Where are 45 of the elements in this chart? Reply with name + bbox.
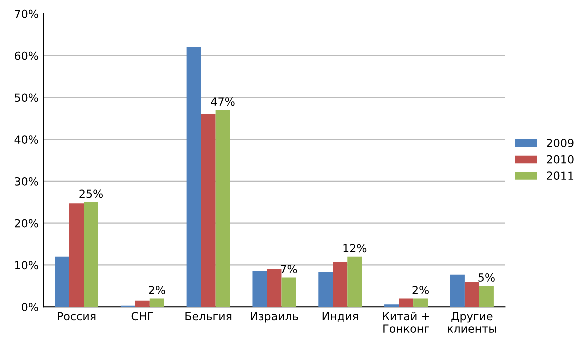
bar — [399, 298, 414, 308]
x-tick-label: Индия — [322, 312, 358, 322]
data-label: 47% — [211, 98, 235, 106]
y-tick-label: 20% — [15, 219, 38, 228]
bar — [479, 286, 494, 308]
bar — [333, 262, 348, 308]
x-tick-label: Израиль — [251, 312, 298, 323]
y-tick-label: 30% — [15, 177, 38, 186]
bar — [201, 114, 216, 308]
legend-label: 2009 — [547, 139, 574, 148]
bar — [216, 110, 230, 308]
bar — [414, 298, 428, 308]
bar — [84, 202, 99, 308]
y-tick-label: 60% — [15, 52, 38, 60]
bar — [282, 278, 296, 308]
bar — [55, 256, 70, 308]
bar — [135, 300, 150, 308]
y-tick-label: 40% — [14, 136, 38, 144]
bar — [70, 204, 84, 308]
bar — [318, 272, 334, 308]
y-tick-label: 0% — [22, 303, 38, 312]
bar — [348, 256, 362, 308]
x-tick-label: Другие клиенты — [448, 312, 496, 334]
x-tick-label: Россия — [58, 312, 96, 321]
legend-label: 2011 — [547, 172, 574, 180]
x-tick-label: Бельгия — [186, 312, 232, 321]
x-tick-label: СНГ — [132, 312, 154, 321]
y-tick-label: 50% — [15, 94, 38, 102]
bar — [267, 269, 282, 308]
data-label: 2% — [412, 286, 429, 294]
data-label: 5% — [478, 274, 495, 282]
y-tick-label: 10% — [15, 261, 38, 270]
legend-label: 2010 — [547, 155, 574, 164]
bar — [252, 272, 268, 308]
bar — [384, 304, 400, 308]
bar — [464, 282, 480, 308]
bar — [186, 47, 202, 308]
data-label: 25% — [80, 190, 103, 198]
bar — [150, 298, 164, 308]
x-tick-label: Китай + Гонконг — [383, 312, 430, 334]
y-tick-label: 70% — [15, 10, 38, 18]
data-label: 7% — [281, 265, 298, 274]
bar — [450, 274, 465, 308]
data-label: 12% — [344, 244, 367, 253]
data-label: 2% — [149, 286, 166, 294]
